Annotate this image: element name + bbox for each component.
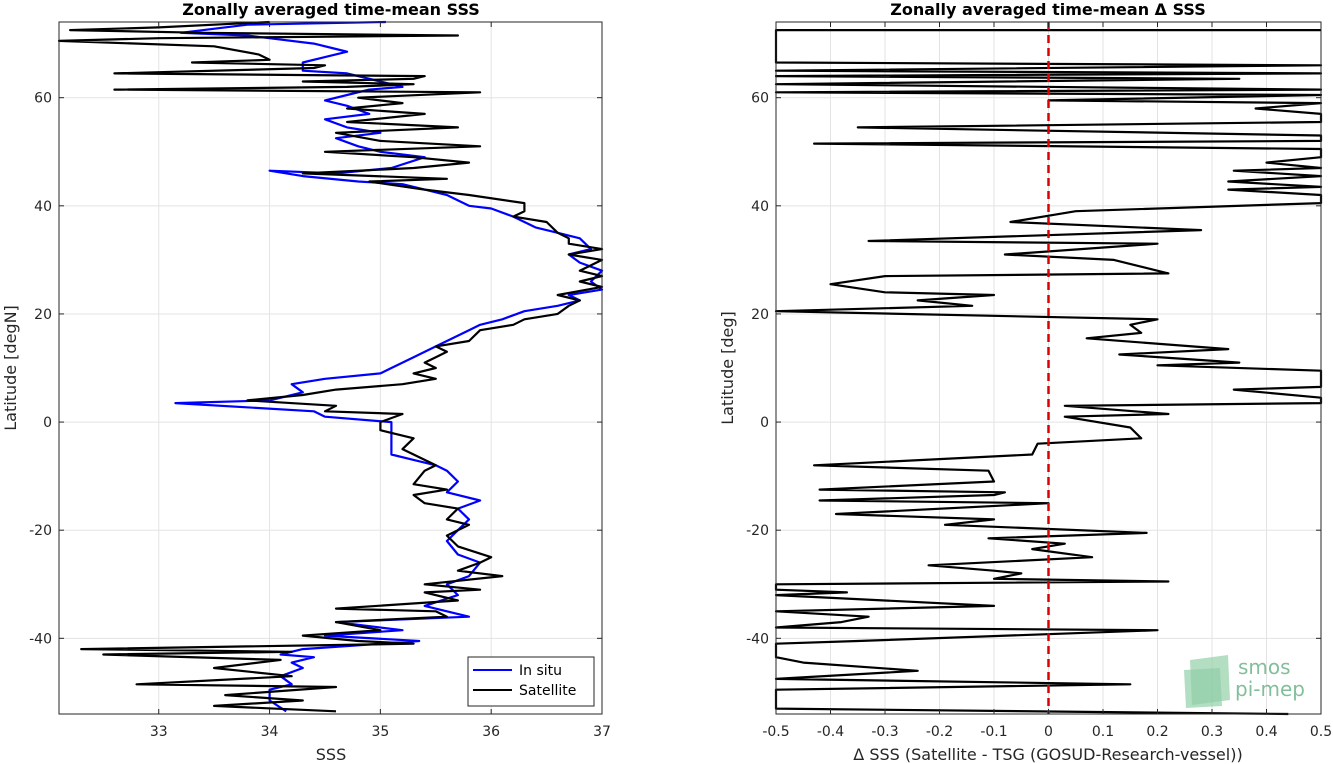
- right-x-axis-label: Δ SSS (Satellite - TSG (GOSUD-Research-v…: [853, 745, 1242, 764]
- right-y-tick-label: 20: [751, 307, 769, 323]
- left-grid: [59, 22, 603, 714]
- right-y-tick-label: 0: [760, 415, 769, 431]
- legend-box: [467, 656, 595, 707]
- left-y-tick-label: 20: [34, 307, 52, 323]
- left-y-tick-label: 0: [43, 415, 52, 431]
- left-x-axis-label: SSS: [316, 745, 346, 764]
- left-y-tick-label: 60: [34, 91, 52, 107]
- right-x-tick-label: 0.4: [1255, 724, 1277, 740]
- left-x-tick-label: 34: [261, 724, 279, 740]
- right-x-tick-label: 0.2: [1146, 724, 1168, 740]
- right-x-tick-label: 0.5: [1310, 724, 1332, 740]
- right-series-line-satellite-tsg: [774, 29, 1323, 716]
- left-series-group: [57, 20, 604, 713]
- right-series-group: [774, 29, 1323, 716]
- left-chart-title: Zonally averaged time-mean SSS: [182, 0, 480, 19]
- left-x-tick-label: 33: [150, 724, 168, 740]
- logo-mark-shadow: [1184, 668, 1222, 708]
- right-x-tick-label: 0.3: [1201, 724, 1223, 740]
- right-y-tick-label: -20: [746, 523, 769, 539]
- logo-text-pi-mep: pi-mep: [1235, 677, 1305, 701]
- legend: In situ Satellite: [467, 656, 595, 707]
- left-x-tick-label: 35: [371, 724, 389, 740]
- right-ticks: -0.5 -0.4 -0.3 -0.2 -0.1 0 0.1 0.2 0.3 0.4 0.5 -40 -…: [746, 22, 1332, 740]
- legend-label-in-situ: In situ: [519, 663, 562, 679]
- right-chart-title: Zonally averaged time-mean Δ SSS: [890, 0, 1206, 19]
- right-x-tick-label: -0.4: [817, 724, 844, 740]
- left-series-line-in-situ: [174, 20, 604, 713]
- left-ticks: 33 34 35 36 37 -40 -20 0 20 40 60: [29, 22, 611, 740]
- left-y-tick-label: -20: [29, 523, 52, 539]
- right-x-tick-label: -0.5: [762, 724, 789, 740]
- left-y-tick-label: 40: [34, 199, 52, 215]
- right-x-tick-label: -0.2: [926, 724, 953, 740]
- right-y-axis-label: Latitude [deg]: [718, 311, 737, 425]
- right-x-tick-label: -0.3: [871, 724, 898, 740]
- legend-label-satellite: Satellite: [519, 683, 576, 699]
- smos-pi-mep-logo: smos pi-mep: [1184, 655, 1305, 708]
- right-panel: Zonally averaged time-mean Δ SSS -0.5 -0.…: [718, 0, 1332, 764]
- right-x-tick-label: 0: [1044, 724, 1053, 740]
- right-x-tick-label: -0.1: [980, 724, 1007, 740]
- right-y-tick-label: 60: [751, 91, 769, 107]
- left-panel: Zonally averaged time-mean SSS 33 34 35 36 3…: [1, 0, 611, 764]
- left-axes-box: [58, 21, 603, 715]
- left-x-tick-label: 36: [482, 724, 500, 740]
- right-y-tick-label: 40: [751, 199, 769, 215]
- left-y-axis-label: Latitude [degN]: [1, 305, 20, 431]
- left-x-tick-label: 37: [593, 724, 611, 740]
- left-series-line-satellite: [57, 20, 604, 713]
- right-x-tick-label: 0.1: [1092, 724, 1114, 740]
- right-y-tick-label: -40: [746, 631, 769, 647]
- left-y-tick-label: -40: [29, 631, 52, 647]
- logo-text-smos: smos: [1238, 655, 1291, 679]
